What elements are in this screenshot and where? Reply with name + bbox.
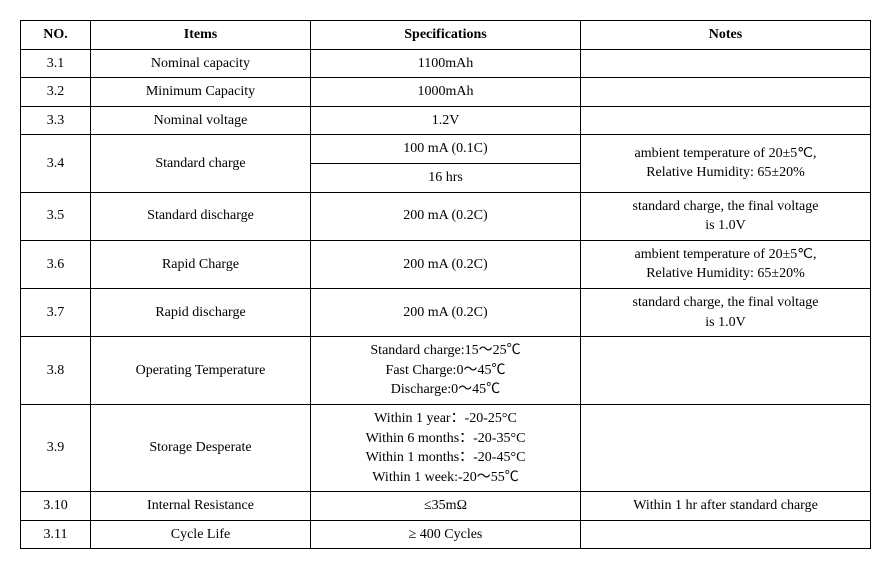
cell-spec: ≤35mΩ (311, 492, 581, 521)
col-item: Items (91, 21, 311, 50)
table-row: 3.1 Nominal capacity 1100mAh (21, 49, 871, 78)
cell-spec: Standard charge:15～25℃ Fast Charge:0～45℃… (311, 337, 581, 405)
cell-item: Nominal capacity (91, 49, 311, 78)
cell-no: 3.7 (21, 288, 91, 336)
table-row: 3.2 Minimum Capacity 1000mAh (21, 78, 871, 107)
cell-note (581, 78, 871, 107)
table-row: 3.4 Standard charge 100 mA (0.1C) ambien… (21, 135, 871, 164)
cell-no: 3.5 (21, 192, 91, 240)
cell-note: standard charge, the final voltage is 1.… (581, 288, 871, 336)
cell-item: Nominal voltage (91, 106, 311, 135)
cell-spec: 16 hrs (311, 163, 581, 192)
table-row: 3.5 Standard discharge 200 mA (0.2C) sta… (21, 192, 871, 240)
cell-item: Rapid discharge (91, 288, 311, 336)
cell-spec: 200 mA (0.2C) (311, 240, 581, 288)
cell-item: Standard charge (91, 135, 311, 192)
cell-no: 3.11 (21, 520, 91, 549)
cell-spec: 1.2V (311, 106, 581, 135)
cell-note: Within 1 hr after standard charge (581, 492, 871, 521)
cell-no: 3.4 (21, 135, 91, 192)
table-row: 3.10 Internal Resistance ≤35mΩ Within 1 … (21, 492, 871, 521)
cell-item: Internal Resistance (91, 492, 311, 521)
cell-no: 3.2 (21, 78, 91, 107)
table-row: 3.6 Rapid Charge 200 mA (0.2C) ambient t… (21, 240, 871, 288)
cell-item: Storage Desperate (91, 404, 311, 491)
header-row: NO. Items Specifications Notes (21, 21, 871, 50)
cell-note (581, 49, 871, 78)
table-row: 3.11 Cycle Life ≥ 400 Cycles (21, 520, 871, 549)
col-spec: Specifications (311, 21, 581, 50)
cell-spec: ≥ 400 Cycles (311, 520, 581, 549)
cell-note: standard charge, the final voltage is 1.… (581, 192, 871, 240)
cell-note: ambient temperature of 20±5℃, Relative H… (581, 135, 871, 192)
cell-item: Rapid Charge (91, 240, 311, 288)
cell-item: Operating Temperature (91, 337, 311, 405)
cell-item: Cycle Life (91, 520, 311, 549)
cell-note (581, 404, 871, 491)
table-row: 3.3 Nominal voltage 1.2V (21, 106, 871, 135)
cell-note: ambient temperature of 20±5℃, Relative H… (581, 240, 871, 288)
col-note: Notes (581, 21, 871, 50)
cell-item: Minimum Capacity (91, 78, 311, 107)
cell-spec: 200 mA (0.2C) (311, 288, 581, 336)
spec-table: NO. Items Specifications Notes 3.1 Nomin… (20, 20, 871, 549)
cell-note (581, 337, 871, 405)
table-row: 3.7 Rapid discharge 200 mA (0.2C) standa… (21, 288, 871, 336)
cell-spec: 1100mAh (311, 49, 581, 78)
cell-no: 3.9 (21, 404, 91, 491)
cell-no: 3.8 (21, 337, 91, 405)
table-row: 3.8 Operating Temperature Standard charg… (21, 337, 871, 405)
table-row: 3.9 Storage Desperate Within 1 year：-20-… (21, 404, 871, 491)
cell-note (581, 106, 871, 135)
cell-no: 3.10 (21, 492, 91, 521)
cell-no: 3.1 (21, 49, 91, 78)
cell-spec: 200 mA (0.2C) (311, 192, 581, 240)
cell-spec: 100 mA (0.1C) (311, 135, 581, 164)
cell-item: Standard discharge (91, 192, 311, 240)
cell-no: 3.3 (21, 106, 91, 135)
cell-spec: Within 1 year：-20-25°C Within 6 months：-… (311, 404, 581, 491)
cell-spec: 1000mAh (311, 78, 581, 107)
cell-no: 3.6 (21, 240, 91, 288)
cell-note (581, 520, 871, 549)
col-no: NO. (21, 21, 91, 50)
